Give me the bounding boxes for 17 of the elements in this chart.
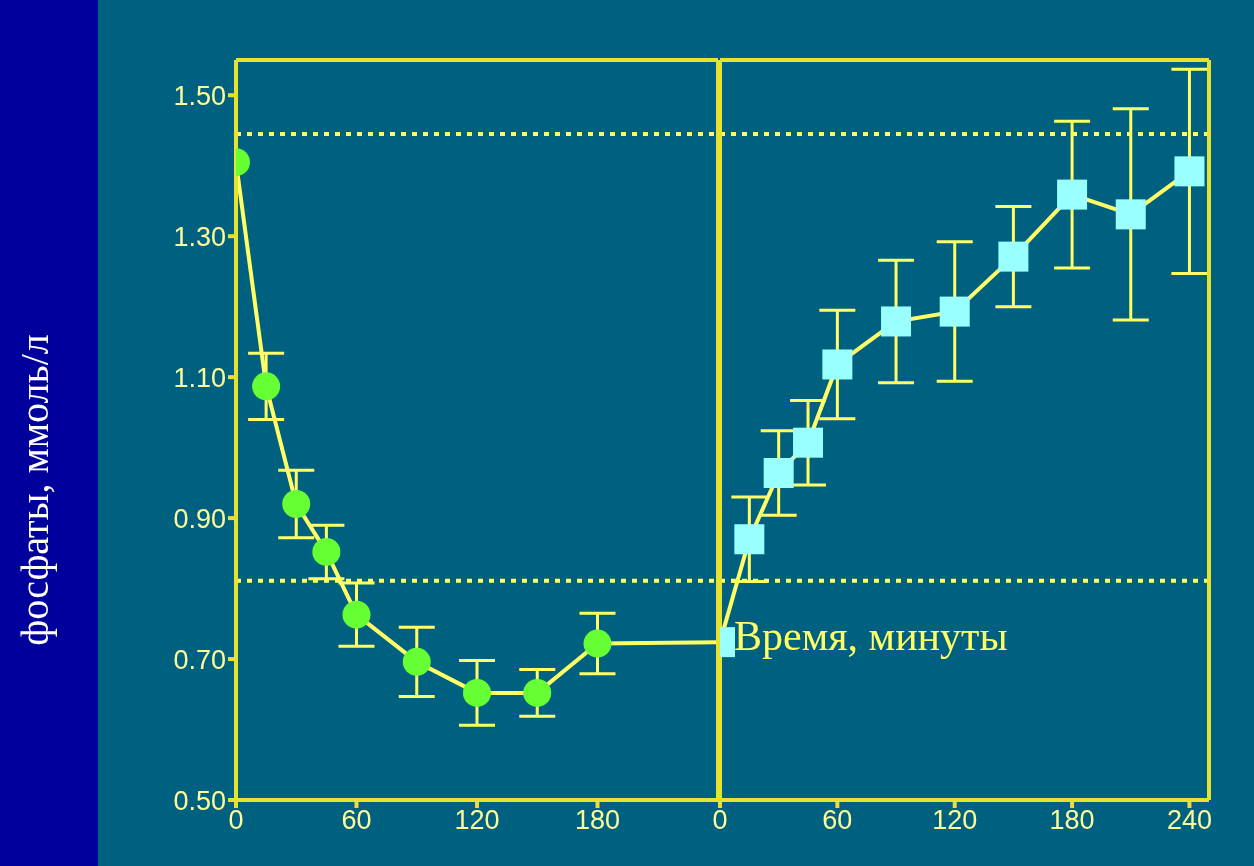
x-tick-label: 240: [1166, 805, 1212, 836]
x-tick-label: 180: [1049, 805, 1095, 836]
x-tick-label: 0: [712, 805, 728, 836]
y-tick-label: 1.50: [173, 80, 226, 111]
y-tick-label: 0.50: [173, 785, 226, 816]
y-tick-label: 0.90: [173, 503, 226, 534]
x-tick-label: 0: [228, 805, 244, 836]
annotation: Время, минуты: [734, 612, 1008, 660]
y-tick-label: 1.30: [173, 221, 226, 252]
x-tick-label: 120: [932, 805, 978, 836]
x-tick-label: 180: [574, 805, 621, 836]
x-tick-label: 60: [822, 805, 853, 836]
y-tick-label: 1.10: [173, 362, 226, 393]
y-axis-title: фосфаты, ммоль/л: [12, 334, 57, 646]
x-tick-label: 60: [341, 805, 372, 836]
x-tick-label: 120: [454, 805, 500, 836]
y-tick-label: 0.70: [173, 644, 226, 675]
